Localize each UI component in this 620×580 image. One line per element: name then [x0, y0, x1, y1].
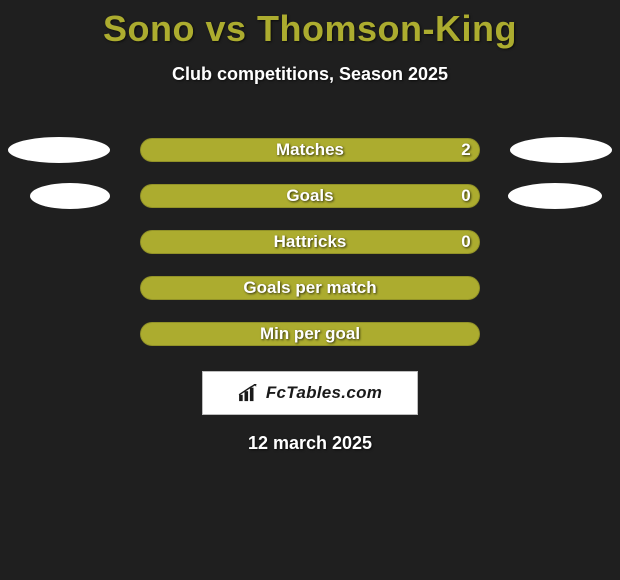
- page-title: Sono vs Thomson-King: [0, 0, 620, 50]
- stat-label: Hattricks: [140, 230, 480, 254]
- stat-label: Matches: [140, 138, 480, 162]
- stat-value-right: 2: [452, 138, 480, 162]
- stat-row: Goals 0: [0, 173, 620, 219]
- player-left-marker: [30, 183, 110, 209]
- stat-value-right: 0: [452, 184, 480, 208]
- stat-row: Matches 2: [0, 127, 620, 173]
- stat-row: Hattricks 0: [0, 219, 620, 265]
- source-badge: FcTables.com: [202, 371, 418, 415]
- player-right-marker: [508, 183, 602, 209]
- player-right-marker: [510, 137, 612, 163]
- bar-chart-icon: [238, 384, 260, 402]
- stat-value-right: [452, 276, 480, 300]
- source-badge-text: FcTables.com: [266, 383, 382, 403]
- stat-label: Goals per match: [140, 276, 480, 300]
- footer-date: 12 march 2025: [0, 433, 620, 454]
- player-left-marker: [8, 137, 110, 163]
- stat-value-right: [452, 322, 480, 346]
- stat-row: Goals per match: [0, 265, 620, 311]
- page-subtitle: Club competitions, Season 2025: [0, 64, 620, 85]
- stat-label: Min per goal: [140, 322, 480, 346]
- stat-label: Goals: [140, 184, 480, 208]
- comparison-rows: Matches 2 Goals 0 Hattricks 0 Goals per …: [0, 127, 620, 357]
- stat-row: Min per goal: [0, 311, 620, 357]
- stat-value-right: 0: [452, 230, 480, 254]
- comparison-infographic: Sono vs Thomson-King Club competitions, …: [0, 0, 620, 580]
